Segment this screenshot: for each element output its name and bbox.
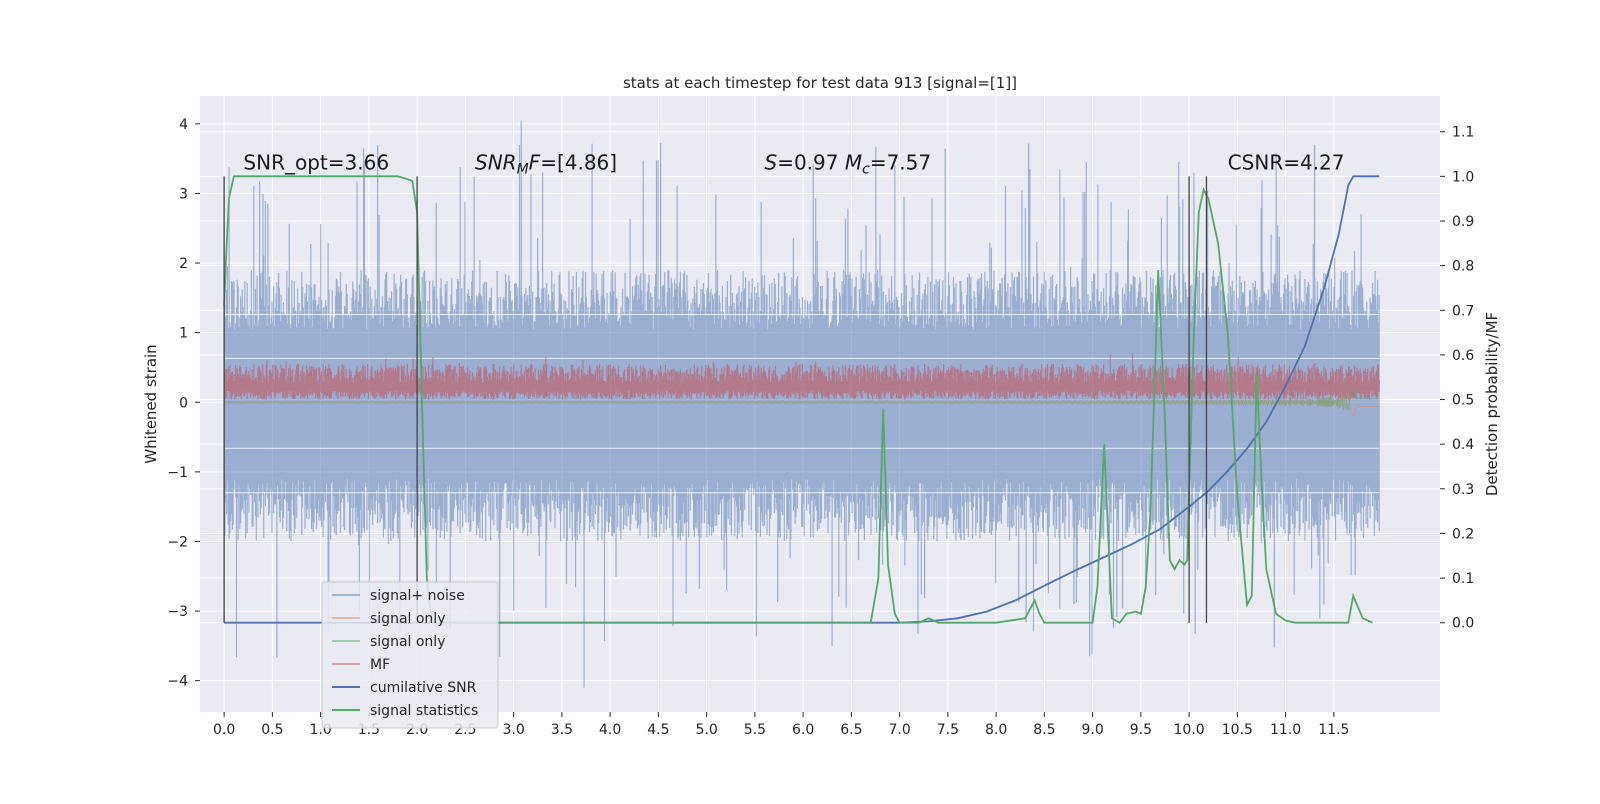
annotation-text: SNR_opt=3.66 — [243, 151, 389, 175]
x-tick-label: 5.0 — [695, 722, 717, 738]
y-right-tick-label: 0.2 — [1452, 526, 1474, 542]
legend-entry: signal statistics — [370, 703, 478, 719]
x-tick-label: 9.0 — [1081, 722, 1103, 738]
x-tick-label: 7.0 — [888, 722, 910, 738]
x-tick-label: 4.5 — [647, 722, 669, 738]
x-tick-label: 10.5 — [1222, 722, 1253, 738]
x-tick-label: 5.5 — [744, 722, 766, 738]
x-tick-label: 6.0 — [792, 722, 814, 738]
legend-box — [321, 581, 499, 729]
y-right-tick-label: 0.8 — [1452, 259, 1474, 275]
y-axis-label: Whitened strain — [142, 344, 160, 463]
x-tick-label: 10.0 — [1174, 722, 1205, 738]
chart-title: stats at each timestep for test data 913… — [623, 74, 1017, 92]
legend: signal+ noise signal only signal only MF cum… — [321, 581, 499, 729]
legend-entry: MF — [370, 657, 390, 673]
x-tick-label: 3.0 — [502, 722, 524, 738]
x-tick-label: 7.5 — [937, 722, 959, 738]
y-tick-label: 3 — [179, 186, 188, 202]
y-right-tick-label: 1.0 — [1452, 169, 1474, 185]
y-right-axis-label: Detection probability/MF — [1483, 312, 1501, 496]
x-tick-label: 8.0 — [985, 722, 1007, 738]
annotation-text: CSNR=4.27 — [1228, 151, 1345, 175]
legend-entry: signal+ noise — [370, 588, 465, 604]
x-axis-ticks: 0.0 0.5 1.0 1.5 2.0 2.5 3.0 3.5 4.0 4.5 5.0 5.5 6.0 6… — [213, 712, 1349, 738]
x-tick-label: 9.5 — [1130, 722, 1152, 738]
annotation-text: SNRMF=[4.86] — [475, 151, 617, 178]
y-right-tick-label: 0.1 — [1452, 571, 1474, 587]
y-right-axis-ticks: 0.0 0.1 0.2 0.3 0.4 0.5 0.6 0.7 0.8 0.9 1.0 1.1 — [1440, 125, 1474, 632]
x-tick-label: 11.0 — [1270, 722, 1301, 738]
y-tick-label: 1 — [179, 326, 188, 342]
y-tick-label: 4 — [179, 117, 188, 133]
legend-entry: signal only — [370, 634, 445, 650]
x-tick-label: 3.5 — [551, 722, 573, 738]
y-axis-ticks: −4 −3 −2 −1 0 1 2 3 4 — [167, 117, 200, 690]
y-right-tick-label: 0.0 — [1452, 616, 1474, 632]
y-tick-label: −2 — [167, 534, 188, 550]
y-tick-label: 2 — [179, 256, 188, 272]
x-tick-label: 11.5 — [1318, 722, 1349, 738]
y-right-tick-label: 0.7 — [1452, 303, 1474, 319]
y-right-tick-label: 0.9 — [1452, 214, 1474, 230]
annotations: SNR_opt=3.66 SNRMF=[4.86] S=0.97 Mc=7.57 CS… — [243, 151, 1344, 178]
y-tick-label: −3 — [167, 604, 188, 620]
y-right-tick-label: 0.6 — [1452, 348, 1474, 364]
y-tick-label: 0 — [179, 395, 188, 411]
x-tick-label: 0.5 — [261, 722, 283, 738]
vertical-lines — [223, 176, 1208, 623]
x-tick-label: 0.0 — [213, 722, 235, 738]
y-tick-label: −1 — [167, 465, 188, 481]
y-tick-label: −4 — [167, 674, 188, 690]
y-right-tick-label: 0.4 — [1452, 437, 1474, 453]
y-right-tick-label: 0.5 — [1452, 393, 1474, 409]
legend-entry: cumilative SNR — [370, 680, 477, 696]
x-tick-label: 6.5 — [840, 722, 862, 738]
legend-entry: signal only — [370, 611, 445, 627]
x-tick-label: 8.5 — [1033, 722, 1055, 738]
annotation-text: S=0.97 Mc=7.57 — [765, 151, 932, 178]
y-right-tick-label: 0.3 — [1452, 482, 1474, 498]
x-tick-label: 4.0 — [599, 722, 621, 738]
y-right-tick-label: 1.1 — [1452, 125, 1474, 141]
